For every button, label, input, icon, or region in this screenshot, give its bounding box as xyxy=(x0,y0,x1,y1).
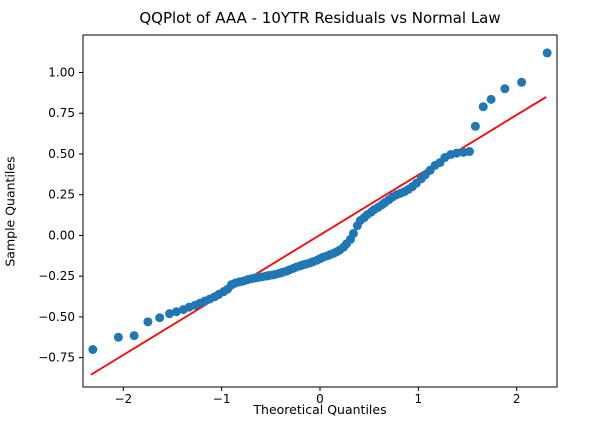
chart-title: QQPlot of AAA - 10YTR Residuals vs Norma… xyxy=(139,9,501,27)
qq-scatter-point xyxy=(348,228,358,238)
qq-scatter-point xyxy=(88,345,98,355)
x-tick-label: −2 xyxy=(114,392,132,406)
qq-scatter-point xyxy=(165,309,175,319)
y-tick-label: 0.75 xyxy=(48,106,75,120)
y-tick-label: −0.50 xyxy=(38,310,75,324)
x-tick-label: −1 xyxy=(213,392,231,406)
x-tick-label: 2 xyxy=(513,392,521,406)
y-tick-label: 1.00 xyxy=(48,65,75,79)
y-tick-label: 0.50 xyxy=(48,147,75,161)
qq-scatter-point xyxy=(143,317,153,327)
y-tick-label: −0.25 xyxy=(38,269,75,283)
x-tick-label: 1 xyxy=(415,392,423,406)
qq-scatter-point xyxy=(129,331,139,341)
y-tick-label: 0.00 xyxy=(48,228,75,242)
qq-scatter-point xyxy=(542,48,552,58)
qq-scatter-point xyxy=(171,307,181,317)
qq-scatter-point xyxy=(464,147,474,157)
qq-scatter-point xyxy=(113,332,123,342)
plot-area-border xyxy=(82,34,558,388)
qq-scatter-point xyxy=(478,102,488,112)
qq-scatter-point xyxy=(486,94,496,104)
qq-scatter-point xyxy=(500,84,510,94)
qq-scatter-point xyxy=(517,77,527,87)
qq-scatter-point xyxy=(470,121,480,131)
x-axis-label: Theoretical Quantiles xyxy=(253,402,387,417)
qq-scatter-point xyxy=(452,148,462,158)
y-tick-label: 0.25 xyxy=(48,188,75,202)
reference-line xyxy=(90,96,547,376)
x-tick-label: 0 xyxy=(316,392,324,406)
qq-scatter-point xyxy=(155,313,165,323)
y-tick-label: −0.75 xyxy=(38,351,75,365)
